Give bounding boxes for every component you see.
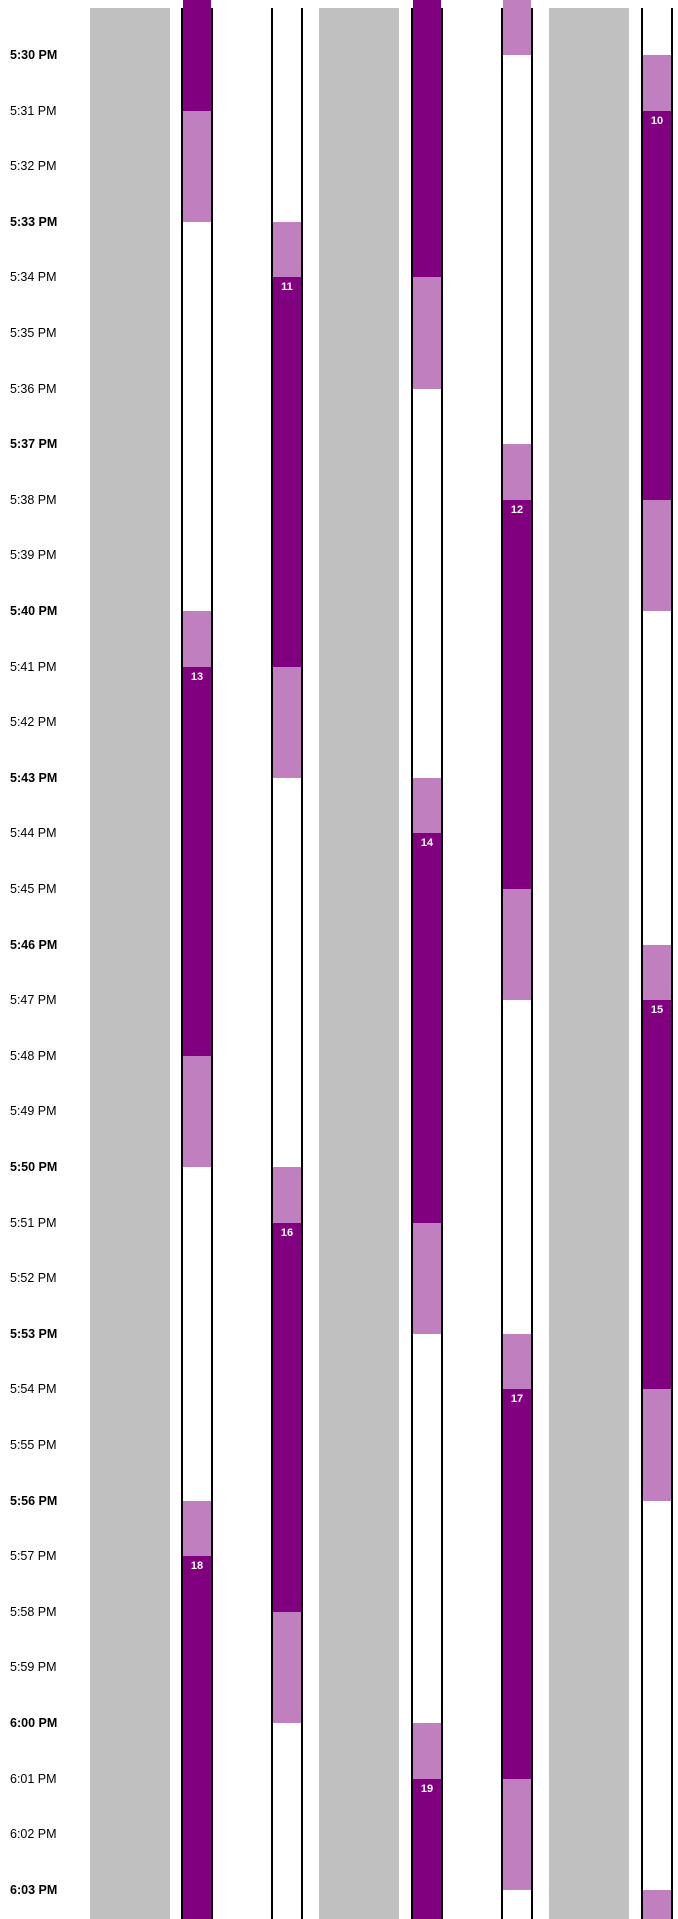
time-label: 5:31 PM — [10, 103, 57, 118]
time-label: 6:00 PM — [10, 1716, 58, 1730]
session-block[interactable]: 11 — [273, 277, 301, 667]
transition-block[interactable] — [643, 944, 671, 1001]
time-label: 5:57 PM — [10, 1549, 57, 1564]
time-label: 5:50 PM — [10, 1160, 58, 1174]
time-label: 5:46 PM — [10, 937, 58, 952]
session-block[interactable]: 10 — [643, 110, 671, 500]
time-label: 5:58 PM — [10, 1604, 57, 1619]
track-column: 14 19 — [411, 0, 443, 1919]
transition-block[interactable] — [183, 611, 211, 667]
track-column: 10 15 — [641, 8, 673, 1919]
time-label: 5:32 PM — [10, 159, 57, 174]
time-label: 5:38 PM — [10, 492, 57, 507]
transition-block[interactable] — [643, 1389, 671, 1501]
time-label: 5:55 PM — [10, 1438, 57, 1452]
time-label: 6:01 PM — [10, 1771, 57, 1786]
transition-block[interactable] — [413, 1222, 441, 1334]
transition-block[interactable] — [413, 1723, 441, 1779]
time-label: 5:43 PM — [10, 770, 58, 785]
transition-block[interactable] — [503, 1333, 531, 1390]
time-label: 5:54 PM — [10, 1382, 57, 1397]
time-label: 5:47 PM — [10, 993, 57, 1008]
block-number: 14 — [420, 837, 434, 850]
time-label: 5:42 PM — [10, 715, 57, 730]
transition-block[interactable] — [643, 499, 671, 611]
time-label: 5:51 PM — [10, 1215, 57, 1230]
transition-block[interactable] — [503, 0, 531, 55]
track-column: 13 18 — [181, 0, 213, 1919]
transition-block[interactable] — [183, 110, 211, 222]
session-block[interactable]: 14 — [413, 833, 441, 1223]
transition-block[interactable] — [273, 1611, 301, 1723]
gray-column — [549, 8, 629, 1919]
session-block[interactable]: 19 — [413, 1778, 441, 1919]
block-number: 11 — [281, 281, 293, 294]
block-number: 16 — [280, 1226, 294, 1239]
transition-block[interactable] — [183, 1055, 211, 1167]
time-label: 6:03 PM — [10, 1882, 58, 1897]
time-label: 5:40 PM — [10, 604, 58, 618]
time-label: 5:45 PM — [10, 882, 57, 896]
block-number: 12 — [510, 503, 524, 516]
transition-block[interactable] — [273, 221, 301, 278]
track-column: 12 17 — [501, 0, 533, 1919]
transition-block[interactable] — [413, 277, 441, 389]
session-block[interactable]: 13 — [183, 666, 211, 1056]
gray-column — [90, 8, 170, 1919]
block-number: 13 — [190, 670, 204, 683]
time-label: 5:36 PM — [10, 381, 57, 396]
time-label: 5:41 PM — [10, 659, 57, 674]
time-label: 5:56 PM — [10, 1493, 58, 1508]
block-number: 17 — [510, 1393, 524, 1406]
session-block[interactable]: 18 — [183, 1556, 211, 1919]
time-label: 5:52 PM — [10, 1271, 57, 1286]
time-label: 5:44 PM — [10, 826, 57, 841]
transition-block[interactable] — [273, 666, 301, 778]
transition-block[interactable] — [503, 1778, 531, 1890]
gray-column — [319, 8, 399, 1919]
transition-block[interactable] — [643, 55, 671, 111]
time-label: 5:33 PM — [10, 214, 58, 229]
session-block[interactable] — [183, 0, 211, 111]
block-number: 18 — [190, 1560, 204, 1573]
time-label: 5:53 PM — [10, 1326, 58, 1341]
transition-block[interactable] — [503, 889, 531, 1001]
time-label: 6:02 PM — [10, 1827, 57, 1842]
block-number: 15 — [650, 1004, 664, 1017]
session-block[interactable]: 16 — [273, 1222, 301, 1612]
transition-block[interactable] — [183, 1500, 211, 1557]
session-block[interactable] — [413, 0, 441, 278]
block-number: 10 — [650, 114, 664, 127]
time-label: 5:34 PM — [10, 270, 57, 285]
session-block[interactable]: 12 — [503, 499, 531, 889]
time-label: 5:48 PM — [10, 1048, 57, 1063]
session-block[interactable]: 17 — [503, 1389, 531, 1779]
transition-block[interactable] — [413, 777, 441, 834]
time-label: 5:39 PM — [10, 548, 57, 563]
transition-block[interactable] — [273, 1167, 301, 1223]
transition-block[interactable] — [503, 444, 531, 500]
time-label: 5:37 PM — [10, 437, 58, 452]
transition-block[interactable] — [643, 1889, 671, 1919]
session-block[interactable]: 15 — [643, 1000, 671, 1390]
time-label: 5:59 PM — [10, 1660, 57, 1675]
track-column: 11 16 — [271, 8, 303, 1919]
time-label: 5:30 PM — [10, 48, 58, 62]
block-number: 19 — [420, 1782, 434, 1795]
time-label: 5:49 PM — [10, 1104, 57, 1119]
time-label: 5:35 PM — [10, 326, 57, 340]
